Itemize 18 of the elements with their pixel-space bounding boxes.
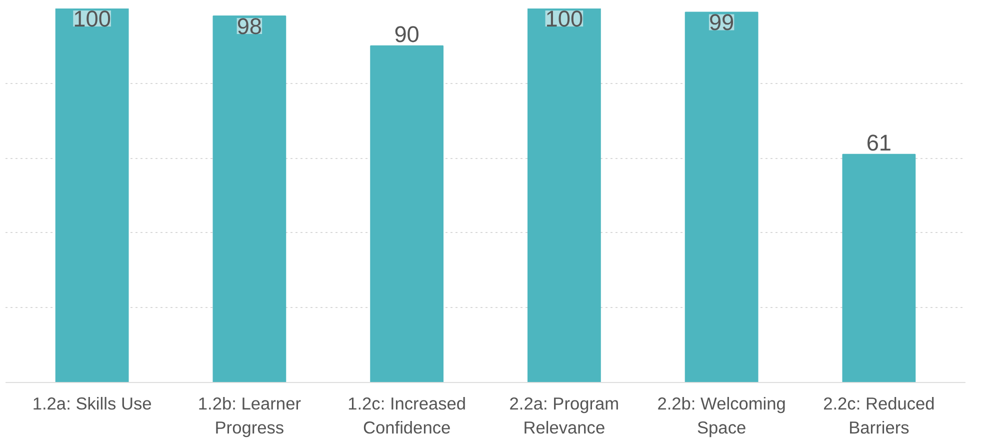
x-tick-label: 2.2a: Program Relevance [509,394,620,438]
x-tick-label: 1.2b: Learner Progress [198,394,302,438]
bar [684,12,758,382]
x-tick-label: 2.2b: Welcoming Space [657,394,786,438]
bar [527,8,601,382]
data-label: 100 [545,6,584,32]
data-label: 98 [236,12,262,39]
data-label: 61 [866,129,892,156]
bar [842,154,916,382]
x-tick-label: 1.2c: Increased Confidence [348,394,466,438]
data-label: 100 [73,6,111,32]
bar [55,8,129,382]
data-label: 90 [394,20,420,47]
data-label: 99 [708,9,734,36]
bar [370,45,444,382]
bar [212,15,286,382]
x-tick-label: 1.2a: Skills Use [32,394,152,414]
x-tick-label: 2.2c: Reduced Barriers [823,394,935,438]
